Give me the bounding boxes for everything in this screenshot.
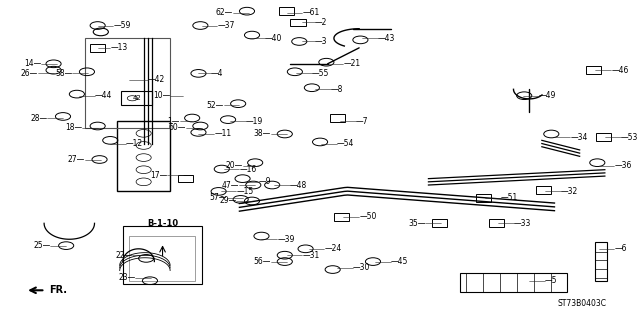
Text: —2: —2: [315, 18, 328, 27]
Text: —33: —33: [513, 219, 531, 228]
Bar: [586, 66, 601, 74]
Bar: [334, 213, 349, 221]
Bar: [279, 7, 294, 15]
Text: 14—: 14—: [24, 59, 41, 68]
Text: —61: —61: [303, 8, 320, 17]
Text: —43: —43: [378, 34, 396, 43]
Text: —5: —5: [545, 276, 557, 285]
Text: —3: —3: [315, 37, 328, 46]
Text: FR.: FR.: [49, 285, 67, 295]
Text: 35—: 35—: [408, 219, 426, 228]
Bar: [116, 121, 170, 191]
Bar: [595, 242, 607, 281]
Text: 22—: 22—: [115, 251, 132, 260]
Text: —45: —45: [390, 257, 408, 266]
Text: —42: —42: [148, 75, 165, 84]
Text: 58—: 58—: [55, 69, 72, 78]
Text: —53: —53: [621, 133, 638, 142]
Text: —12: —12: [126, 139, 143, 148]
Text: 25—: 25—: [33, 241, 51, 250]
Text: 42: 42: [132, 95, 141, 101]
Text: 20—: 20—: [225, 161, 243, 170]
Text: 17—: 17—: [150, 171, 167, 180]
Bar: [121, 91, 152, 105]
Text: —39: —39: [277, 235, 294, 244]
Bar: [596, 133, 611, 141]
Text: 52—: 52—: [207, 101, 223, 110]
Text: ST73B0403C: ST73B0403C: [557, 299, 607, 308]
Text: 29—: 29—: [219, 197, 236, 205]
Text: 18—: 18—: [65, 123, 82, 132]
Text: —48: —48: [290, 181, 307, 189]
Bar: [476, 194, 492, 202]
Text: 38—: 38—: [253, 130, 271, 138]
Text: —32: —32: [561, 187, 578, 196]
Text: 1—: 1—: [167, 117, 180, 126]
Text: 26—: 26—: [20, 69, 38, 78]
Text: —13: —13: [110, 43, 127, 52]
Text: —21: —21: [344, 59, 360, 68]
Text: —40: —40: [264, 34, 282, 43]
Text: —36: —36: [614, 161, 632, 170]
Bar: [90, 44, 105, 52]
Text: —6: —6: [614, 244, 627, 253]
Text: —44: —44: [95, 91, 112, 100]
Bar: [489, 219, 504, 227]
Text: —15: —15: [236, 187, 253, 196]
Text: —16: —16: [239, 165, 257, 174]
Text: —7: —7: [356, 117, 369, 126]
Text: —19: —19: [246, 117, 263, 126]
Bar: [179, 175, 193, 182]
Bar: [123, 226, 202, 284]
Bar: [536, 186, 550, 194]
Text: —4: —4: [211, 69, 223, 78]
Text: —51: —51: [501, 193, 518, 202]
Text: —11: —11: [214, 130, 231, 138]
Text: 47—: 47—: [222, 181, 239, 189]
Text: 62—: 62—: [216, 8, 233, 17]
Text: —30: —30: [353, 263, 370, 272]
Text: —50: —50: [359, 212, 376, 221]
Text: 28—: 28—: [30, 114, 47, 122]
Text: —37: —37: [218, 21, 235, 30]
Text: —8: —8: [331, 85, 343, 94]
Text: —31: —31: [303, 251, 320, 260]
Text: —59: —59: [113, 21, 131, 30]
Text: 60—: 60—: [168, 123, 186, 132]
Text: —54: —54: [337, 139, 355, 148]
Text: 10—: 10—: [153, 91, 170, 100]
Text: 57—: 57—: [209, 193, 227, 202]
Bar: [129, 236, 195, 281]
Text: 56—: 56—: [253, 257, 271, 266]
Text: 23—: 23—: [118, 273, 136, 282]
Text: —9: —9: [259, 177, 271, 186]
Text: B-1-10: B-1-10: [147, 219, 178, 228]
Text: —49: —49: [539, 91, 556, 100]
Text: —46: —46: [611, 66, 628, 75]
Text: 27—: 27—: [68, 155, 85, 164]
Text: —34: —34: [570, 133, 588, 142]
Bar: [85, 38, 170, 128]
Text: —55: —55: [312, 69, 329, 78]
Bar: [432, 219, 447, 227]
Text: —24: —24: [324, 244, 342, 253]
Bar: [330, 114, 345, 122]
Bar: [291, 19, 305, 26]
Bar: [460, 273, 567, 292]
